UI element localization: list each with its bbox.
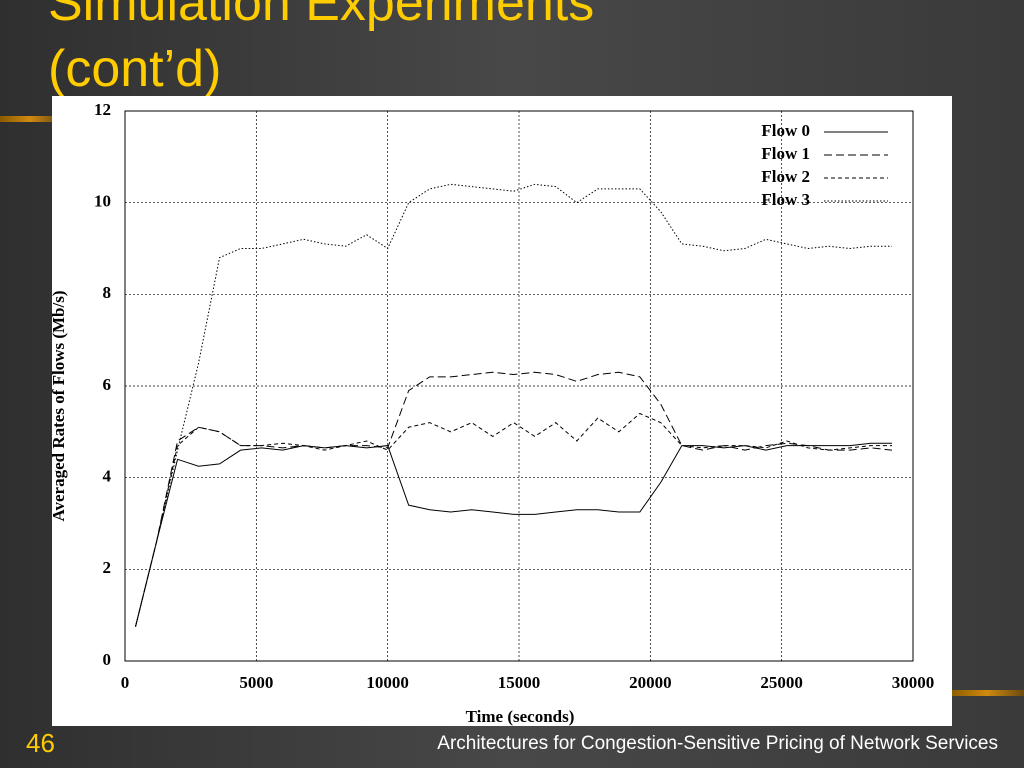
y-tick-label: 0 bbox=[103, 650, 112, 669]
x-tick-label: 30000 bbox=[892, 673, 935, 692]
page-number: 46 bbox=[26, 728, 55, 758]
x-tick-label: 25000 bbox=[760, 673, 803, 692]
legend-label: Flow 0 bbox=[761, 121, 810, 140]
series-line bbox=[135, 371, 893, 627]
y-tick-label: 10 bbox=[94, 192, 111, 211]
legend-label: Flow 2 bbox=[761, 167, 810, 186]
x-tick-label: 10000 bbox=[366, 673, 409, 692]
x-tick-label: 0 bbox=[121, 673, 130, 692]
decor-bar bbox=[950, 690, 1024, 696]
y-axis-label: Averaged Rates of Flows (Mb/s) bbox=[52, 290, 68, 521]
legend-label: Flow 3 bbox=[761, 190, 810, 209]
plot-frame bbox=[124, 110, 914, 662]
y-tick-label: 2 bbox=[103, 558, 112, 577]
y-tick-label: 4 bbox=[103, 467, 112, 486]
series-line bbox=[135, 442, 892, 627]
x-axis-label: Time (seconds) bbox=[466, 707, 575, 726]
series-line bbox=[135, 183, 892, 627]
footer: Architectures for Congestion-Sensitive P… bbox=[437, 733, 998, 754]
x-tick-label: 5000 bbox=[239, 673, 273, 692]
y-tick-label: 6 bbox=[103, 375, 112, 394]
x-tick-label: 15000 bbox=[498, 673, 541, 692]
decor-bar bbox=[0, 116, 60, 122]
series-line bbox=[135, 412, 892, 627]
y-tick-label: 8 bbox=[103, 283, 112, 302]
chart: Time (seconds) Averaged Rates of Flows (… bbox=[52, 96, 952, 726]
legend-label: Flow 1 bbox=[761, 144, 810, 163]
y-tick-label: 12 bbox=[94, 100, 111, 119]
x-tick-label: 20000 bbox=[629, 673, 672, 692]
slide-title: Simulation Experiments (cont’d) bbox=[48, 0, 595, 98]
